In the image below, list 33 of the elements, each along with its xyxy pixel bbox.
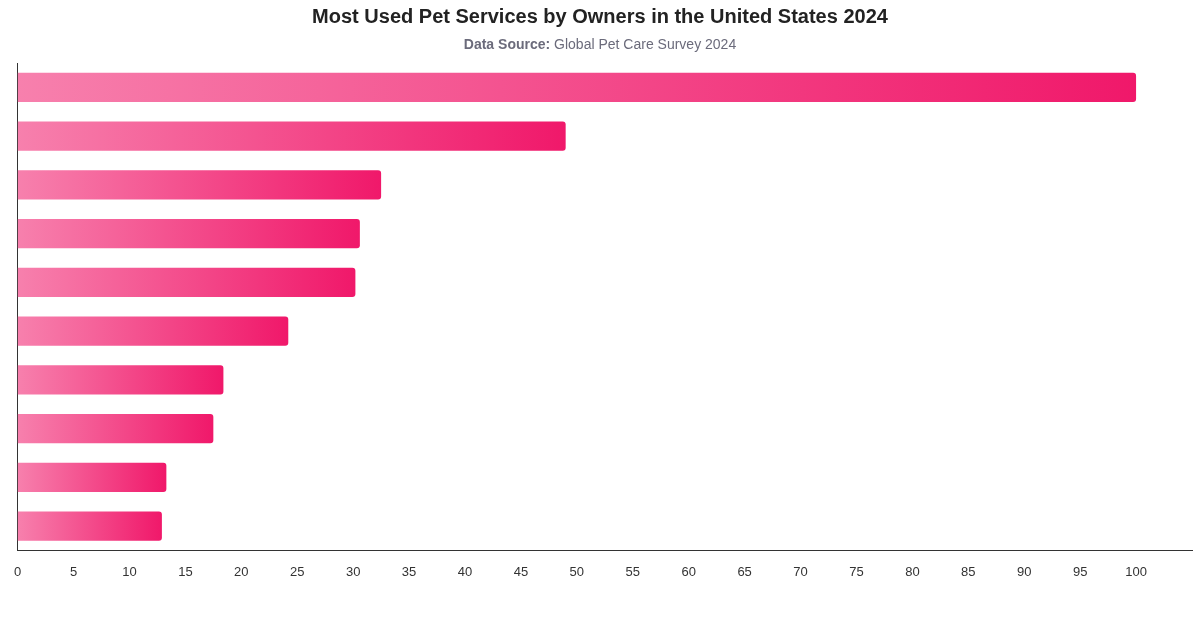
x-tick-label: 15: [178, 563, 193, 579]
x-tick-label: 95: [1072, 563, 1088, 579]
x-tick-label: 60: [681, 563, 696, 579]
bar: [17, 267, 356, 297]
x-tick-label: 80: [905, 563, 920, 579]
bar: [17, 511, 162, 541]
x-tick-label: 40: [457, 563, 473, 579]
chart-title: Most Used Pet Services by Owners in the United States 2024: [312, 5, 888, 27]
bar: [17, 72, 1137, 102]
x-tick-label: 5: [69, 563, 78, 579]
x-tick-label: 0: [14, 563, 22, 579]
x-tick-label: 70: [793, 563, 808, 579]
x-tick-label: 55: [625, 563, 640, 579]
x-tick-label: 90: [1017, 563, 1032, 579]
x-tick-label: 35: [401, 563, 417, 579]
chart-subtitle: Data Source: Global Pet Care Survey 2024: [463, 36, 737, 52]
x-tick-label: 75: [849, 563, 864, 579]
bar: [17, 365, 224, 395]
bar: [17, 170, 382, 200]
bar: [17, 218, 360, 249]
x-tick-label: 30: [345, 563, 361, 579]
bar: [17, 121, 566, 151]
x-tick-label: 65: [737, 563, 752, 579]
bar: [17, 413, 214, 444]
x-tick-label: 10: [122, 563, 137, 579]
x-tick-label: 45: [513, 563, 529, 579]
bar: [17, 462, 167, 492]
x-tick-label: 20: [234, 563, 249, 579]
x-tick-label: 85: [961, 563, 976, 579]
bar: [17, 316, 289, 346]
x-tick-label: 100: [1125, 563, 1147, 579]
x-tick-label: 50: [569, 563, 585, 579]
x-tick-label: 25: [290, 563, 305, 579]
